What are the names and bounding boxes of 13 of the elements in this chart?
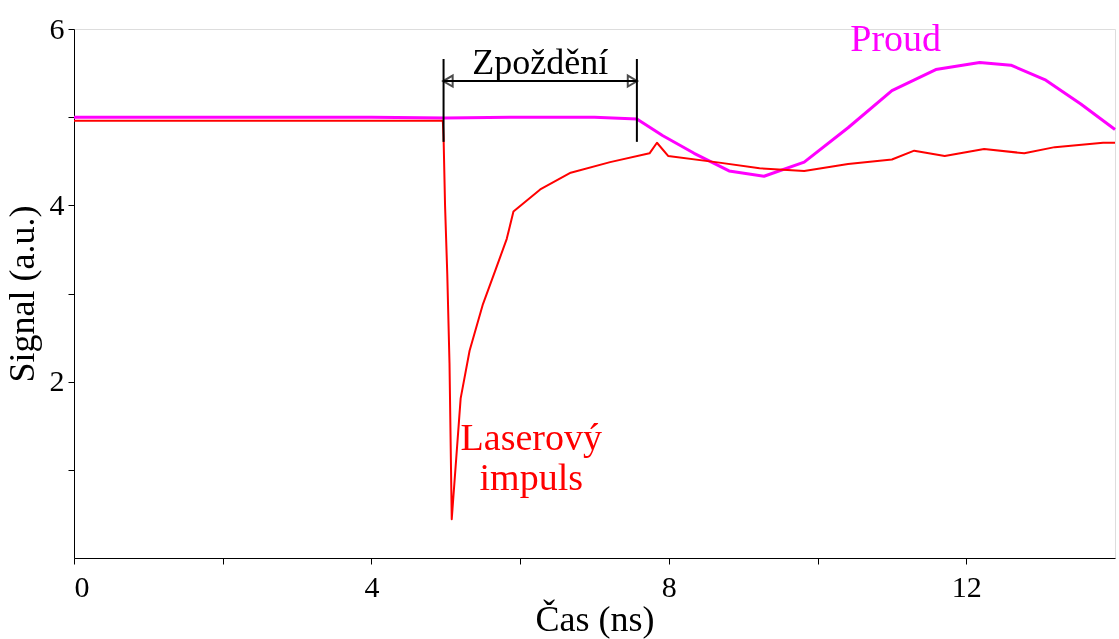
x-tick-label: 4 [364,569,380,603]
y-axis-title: Signal (a.u.) [1,205,42,383]
line-series [73,119,1116,521]
annotation: Zpoždění [472,42,609,83]
series-label: Proud [850,16,942,59]
series-label: Laserový impuls [460,415,602,498]
y-tick-label: 4 [49,187,65,221]
y-tick-label: 2 [49,364,65,398]
y-tick-label: 6 [49,11,65,45]
x-tick-label: 0 [74,569,90,603]
x-axis-title: Čas (ns) [535,598,655,639]
x-tick-label: 12 [951,569,982,603]
x-tick-label: 8 [661,569,677,603]
